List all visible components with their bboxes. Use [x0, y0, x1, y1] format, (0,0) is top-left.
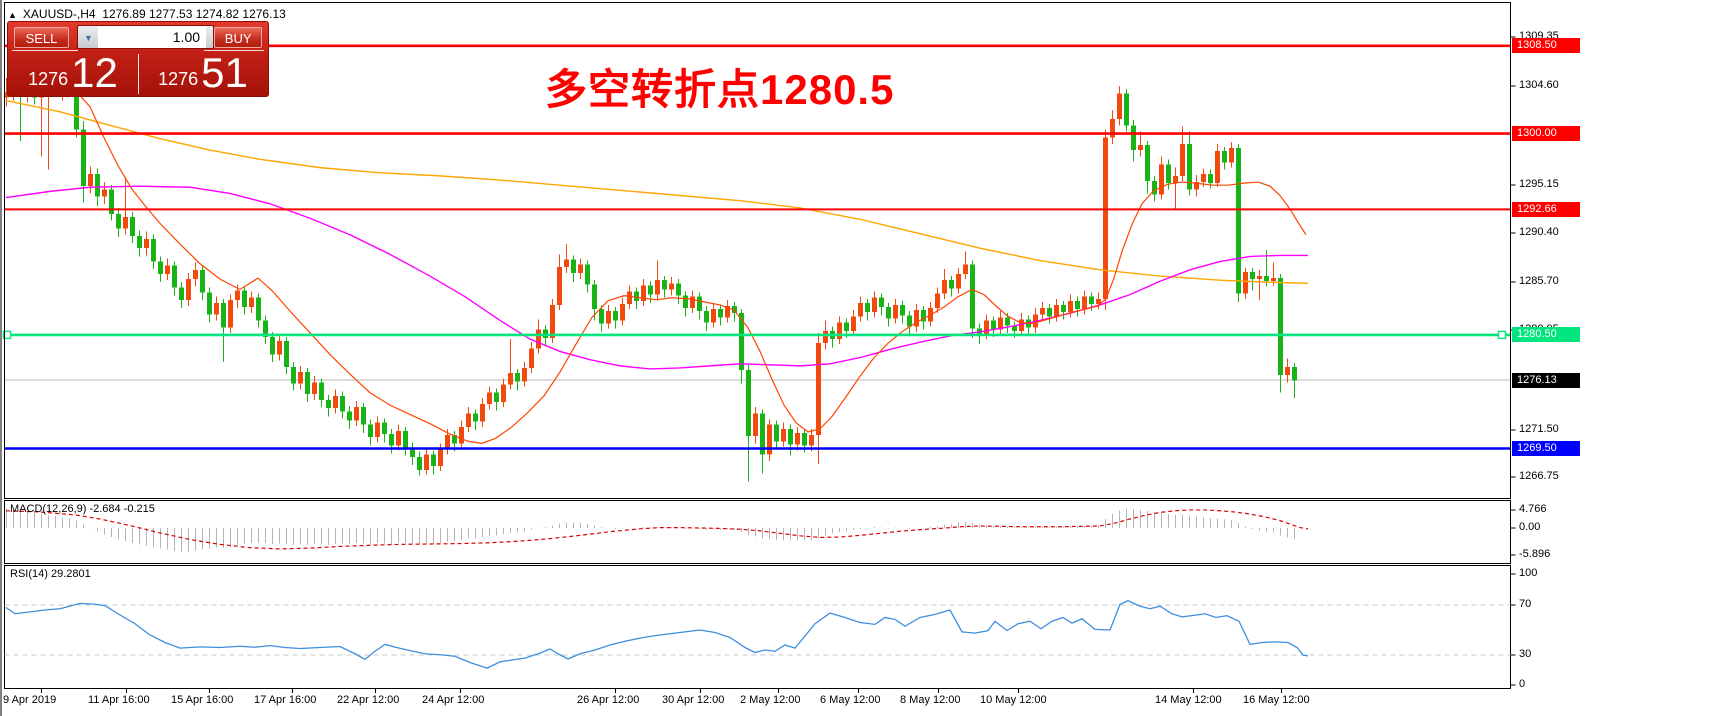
- line-handle-icon[interactable]: [2, 330, 12, 340]
- buy-underline: [204, 50, 264, 51]
- price-tag-1276.13: 1276.13: [1512, 372, 1580, 388]
- rsi-scale-label: 0: [1519, 678, 1526, 690]
- x-axis-date-label: 2 May 12:00: [740, 694, 801, 706]
- ask-big-figure: 1276: [158, 69, 199, 89]
- x-axis-date-label: 15 Apr 16:00: [171, 694, 234, 706]
- price-tag-1292.66: 1292.66: [1512, 201, 1580, 217]
- ask-pips: 51: [201, 49, 248, 96]
- main-chart-panel: [4, 2, 1511, 499]
- ask-price: 1276 51: [138, 52, 268, 96]
- price-tag-1269.50: 1269.50: [1512, 440, 1580, 456]
- volume-input[interactable]: [98, 26, 207, 48]
- ma-mid-magenta-line: [5, 185, 1308, 370]
- x-axis-date-label: 11 Apr 16:00: [88, 694, 150, 706]
- x-axis-date-label: 10 May 12:00: [980, 694, 1047, 706]
- sell-underline: [12, 50, 78, 51]
- y-axis-price-label: 1304.60: [1519, 79, 1559, 91]
- y-axis-price-label: 1290.40: [1519, 226, 1559, 238]
- symbol-period-label: XAUUSD-,H4: [22, 7, 96, 21]
- macd-indicator-label: MACD(12,26,9) -2.684 -0.215: [10, 503, 155, 515]
- rsi-scale-label: 100: [1519, 567, 1538, 579]
- y-axis-price-label: 1266.75: [1519, 470, 1559, 482]
- macd-panel: [4, 500, 1511, 564]
- bid-ask-display: 1276 12 1276 51: [8, 52, 268, 96]
- rsi-scale-label: 70: [1519, 598, 1532, 610]
- bid-big-figure: 1276: [28, 69, 69, 89]
- x-axis-date-label: 6 May 12:00: [820, 694, 881, 706]
- trade-buttons-row: SELL ▼ ▲ BUY: [8, 25, 268, 49]
- ma-slow-orange-line: [5, 99, 1309, 284]
- rsi-scale-label: 30: [1519, 648, 1532, 660]
- x-axis-date-label: 14 May 12:00: [1155, 694, 1222, 706]
- sell-button[interactable]: SELL: [14, 26, 70, 48]
- macd-histogram: [6, 508, 1295, 553]
- x-axis-date-label: 22 Apr 12:00: [337, 694, 400, 706]
- collapse-panel-icon[interactable]: ▲: [8, 10, 17, 20]
- x-axis-date-label: 17 Apr 16:00: [254, 694, 317, 706]
- y-axis-price-label: 1295.15: [1519, 178, 1559, 190]
- x-axis-date-label: 24 Apr 12:00: [422, 694, 485, 706]
- y-axis-price-label: 1271.50: [1519, 423, 1559, 435]
- one-click-trading-panel: SELL ▼ ▲ BUY 1276 12 1276 51: [7, 21, 269, 97]
- ma-fast-red-line: [5, 89, 1307, 444]
- ohlc-values: 1276.89 1277.53 1274.82 1276.13: [102, 7, 286, 21]
- price-tag-1280.50: 1280.50: [1512, 327, 1580, 343]
- price-tag-1308.50: 1308.50: [1512, 38, 1580, 54]
- chart-text-annotation[interactable]: 多空转折点1280.5: [545, 66, 895, 113]
- buy-button[interactable]: BUY: [214, 26, 262, 48]
- rsi-panel: [4, 565, 1511, 689]
- macd-scale-label: 0.00: [1519, 521, 1541, 533]
- line-handle-icon[interactable]: [1497, 330, 1507, 340]
- macd-scale-label: -5.896: [1519, 548, 1551, 560]
- price-tag-1300.00: 1300.00: [1512, 126, 1580, 142]
- y-axis-price-label: 1285.70: [1519, 275, 1559, 287]
- x-axis-date-label: 8 May 12:00: [900, 694, 961, 706]
- bid-price: 1276 12: [8, 52, 138, 96]
- x-axis-date-label: 9 Apr 2019: [3, 694, 57, 706]
- rsi-line: [5, 599, 1309, 669]
- chart-symbol-title: ▲ XAUUSD-,H4 1276.89 1277.53 1274.82 1276…: [8, 7, 286, 21]
- volume-increase-icon[interactable]: ▲: [206, 26, 214, 48]
- x-axis-date-label: 30 Apr 12:00: [662, 694, 725, 706]
- volume-decrease-icon[interactable]: ▼: [78, 26, 99, 48]
- x-axis-date-label: 16 May 12:00: [1243, 694, 1310, 706]
- volume-stepper: ▼ ▲: [77, 25, 215, 49]
- bid-ask-divider: [138, 54, 139, 94]
- x-axis-date-label: 26 Apr 12:00: [577, 694, 640, 706]
- rsi-indicator-label: RSI(14) 29.2801: [10, 568, 91, 580]
- macd-scale-label: 4.766: [1519, 503, 1547, 515]
- bid-pips: 12: [71, 49, 118, 96]
- macd-signal-line: [5, 509, 1309, 550]
